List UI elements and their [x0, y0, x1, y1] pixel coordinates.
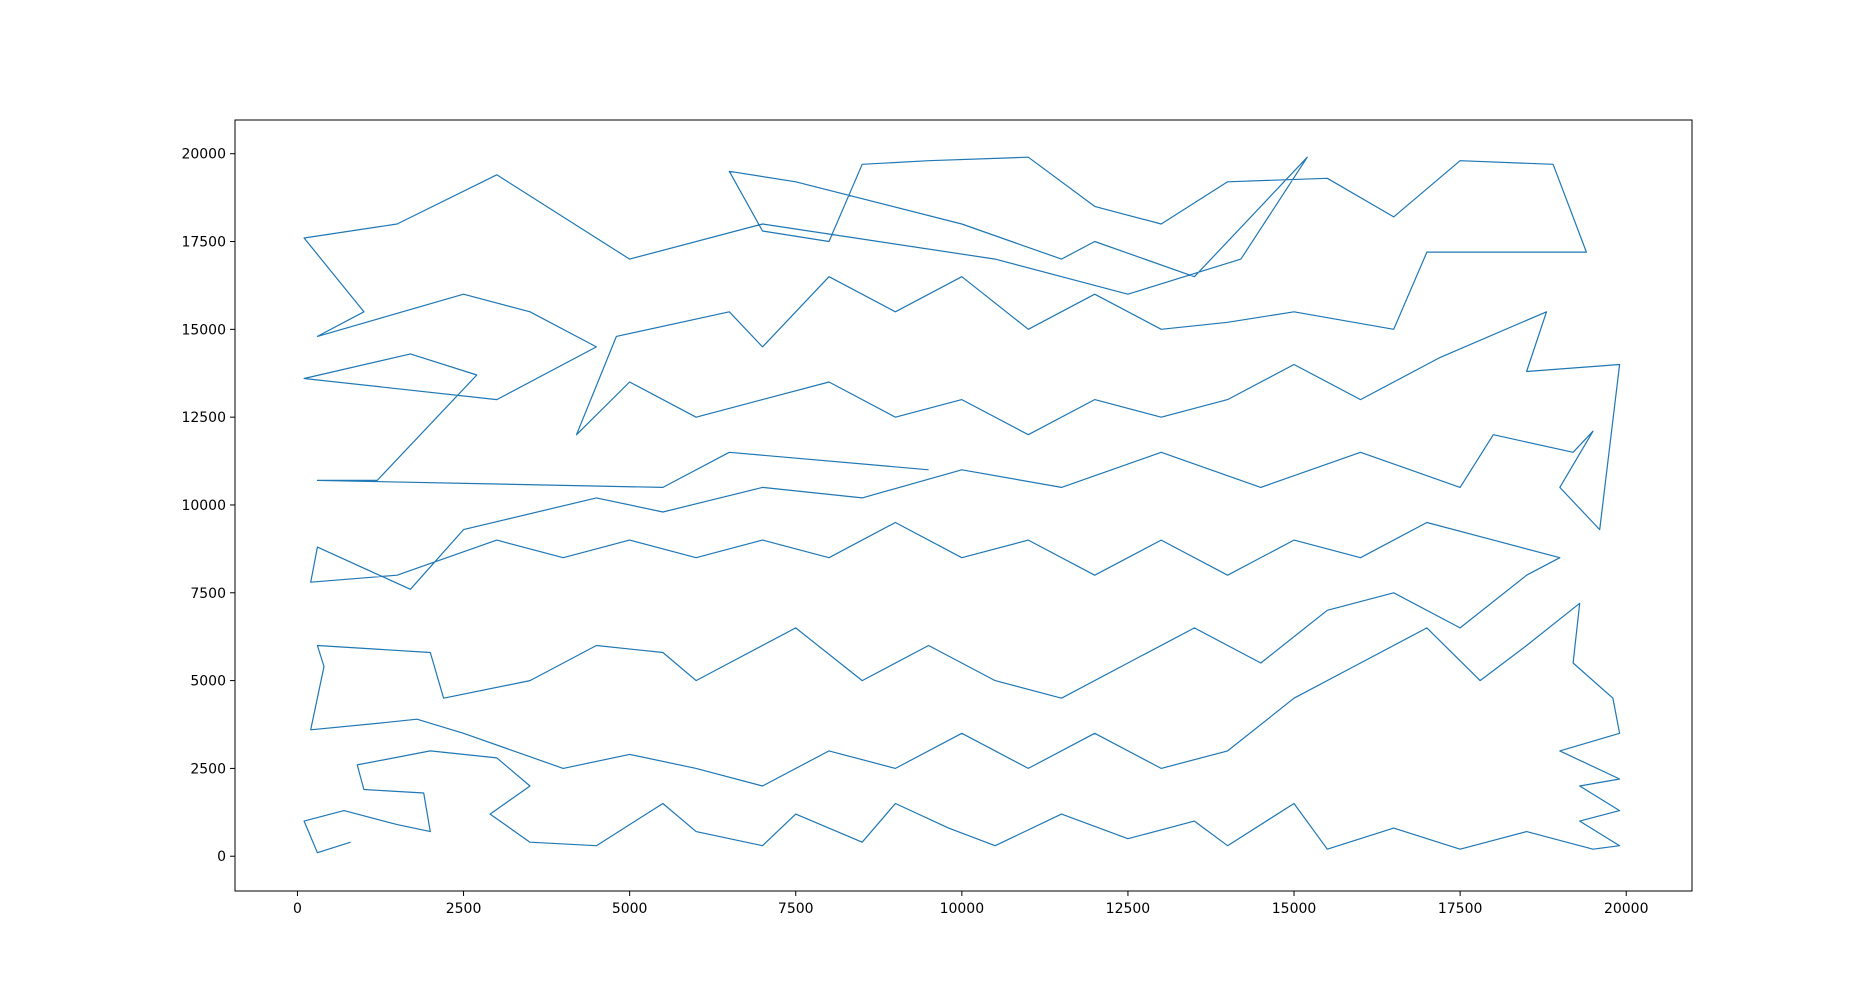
y-tick-label: 5000 — [190, 674, 226, 690]
x-tick-label: 0 — [293, 901, 302, 917]
x-tick-label: 7500 — [778, 901, 814, 917]
y-tick-label: 12500 — [181, 410, 226, 426]
tour-line — [303, 156, 1621, 854]
y-tick-label: 15000 — [181, 322, 226, 338]
x-tick-label: 10000 — [940, 901, 985, 917]
x-tick-label: 5000 — [612, 901, 648, 917]
y-tick-label: 7500 — [190, 586, 226, 602]
plot-frame — [234, 119, 1693, 892]
y-tick-label: 20000 — [181, 147, 226, 163]
x-tick-label: 17500 — [1438, 901, 1483, 917]
y-tick-label: 2500 — [190, 761, 226, 777]
y-tick-label: 10000 — [181, 498, 226, 514]
x-tick-label: 15000 — [1272, 901, 1317, 917]
x-tick-label: 2500 — [446, 901, 482, 917]
y-tick-label: 17500 — [181, 235, 226, 251]
x-tick-label: 12500 — [1106, 901, 1151, 917]
y-tick-label: 0 — [217, 849, 226, 865]
x-tick-label: 20000 — [1604, 901, 1649, 917]
